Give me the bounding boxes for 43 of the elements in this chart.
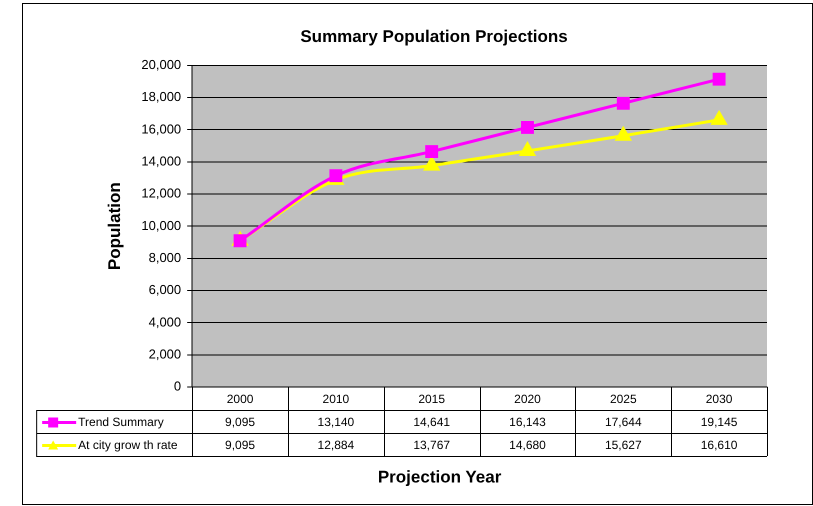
chart-title: Summary Population Projections bbox=[300, 26, 568, 46]
y-tick-label: 18,000 bbox=[141, 89, 182, 104]
y-tick-label: 8,000 bbox=[148, 250, 182, 265]
data-label: 14,680 bbox=[509, 438, 546, 452]
y-tick-label: 4,000 bbox=[148, 314, 182, 330]
x-tick-label: 2015 bbox=[418, 392, 446, 406]
y-tick-label: 6,000 bbox=[148, 282, 182, 298]
point bbox=[425, 145, 438, 158]
y-tick-label: 0 bbox=[174, 378, 182, 394]
point bbox=[329, 169, 342, 182]
legend-label: At city grow th rate bbox=[78, 438, 178, 452]
data-label: 14,641 bbox=[413, 414, 450, 429]
data-label: 16,143 bbox=[509, 414, 546, 429]
y-tick-label: 16,000 bbox=[141, 121, 182, 136]
x-tick-label: 2020 bbox=[514, 392, 542, 406]
point bbox=[712, 111, 727, 125]
point bbox=[520, 142, 536, 156]
x-tick-label: 2030 bbox=[706, 392, 733, 406]
point bbox=[616, 127, 631, 141]
data-label: 17,644 bbox=[604, 414, 642, 429]
data-label: 16,610 bbox=[700, 438, 738, 452]
point bbox=[616, 96, 630, 110]
y-tick-label: 14,000 bbox=[141, 153, 182, 168]
data-label: 12,884 bbox=[318, 438, 355, 452]
x-tick-label: 2025 bbox=[610, 392, 637, 406]
data-label: 9,095 bbox=[225, 438, 256, 452]
y-tick-label: 10,000 bbox=[141, 218, 182, 233]
data-label: 13,767 bbox=[413, 438, 450, 452]
x-tick-label: 2010 bbox=[322, 392, 350, 406]
data-label: 15,627 bbox=[604, 438, 642, 452]
x-axis-title: Projection Year bbox=[378, 468, 502, 487]
data-label: 13,140 bbox=[318, 414, 355, 429]
x-tick-label: 2000 bbox=[226, 392, 254, 406]
y-tick-label: 20,000 bbox=[141, 56, 182, 72]
point bbox=[424, 157, 440, 171]
y-tick-label: 2,000 bbox=[148, 346, 182, 362]
point bbox=[521, 120, 534, 134]
y-axis-title: Population bbox=[104, 182, 124, 270]
data-label: 19,145 bbox=[700, 414, 738, 429]
point bbox=[712, 72, 726, 86]
legend-label: Trend Summary bbox=[78, 414, 164, 429]
y-tick-label: 12,000 bbox=[141, 186, 182, 201]
data-label: 9,095 bbox=[225, 414, 256, 429]
